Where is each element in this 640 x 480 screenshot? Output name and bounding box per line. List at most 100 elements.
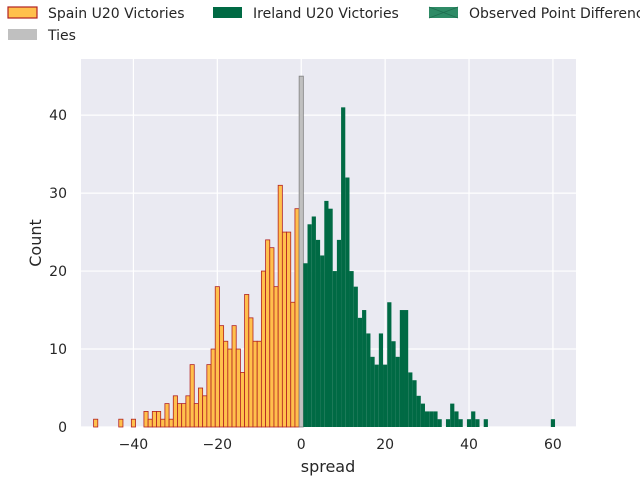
x-tick-label: 40 — [460, 437, 478, 453]
bar-ireland — [475, 419, 480, 427]
bar-spain — [198, 387, 204, 428]
y-tick-label: 20 — [49, 264, 67, 280]
legend-label-observed: Observed Point Difference — [469, 6, 640, 22]
bar-spain — [177, 403, 183, 428]
bar-ireland — [404, 310, 409, 427]
bar-spain — [172, 395, 178, 428]
bar-ireland — [550, 419, 556, 427]
x-tick-label: −40 — [119, 437, 149, 453]
bar-ireland — [378, 333, 384, 427]
bar-spain — [130, 418, 136, 428]
bar-spain — [193, 403, 199, 428]
bar-ireland — [433, 411, 438, 427]
bar-ireland — [437, 419, 442, 427]
bar-spain — [286, 231, 292, 428]
y-tick-label: 0 — [58, 420, 67, 436]
bar-spain — [164, 403, 170, 428]
x-tick-label: 0 — [297, 437, 306, 453]
x-axis-ticks: −40 −20 0 20 40 60 — [119, 437, 562, 453]
bar-ireland — [353, 286, 358, 427]
bar-ireland — [483, 419, 488, 427]
bar-ireland — [332, 271, 337, 427]
bar-ireland — [315, 239, 321, 427]
bar-spain — [143, 411, 149, 428]
bar-spain — [240, 372, 246, 428]
bar-ireland — [471, 411, 476, 427]
bar-spain — [181, 403, 187, 428]
bar-ireland — [395, 356, 400, 427]
bar-spain — [156, 411, 162, 428]
bar-ireland — [311, 216, 316, 427]
bar-spain — [260, 270, 266, 428]
bar-ireland — [357, 317, 363, 427]
bar-ireland — [374, 364, 379, 427]
bar-ireland — [416, 395, 421, 427]
bar-ireland — [336, 239, 342, 427]
bar-ireland — [391, 341, 396, 427]
legend-label-ireland: Ireland U20 Victories — [253, 6, 399, 22]
bar-spain — [256, 340, 262, 428]
bar-spain — [281, 231, 287, 428]
bar-ireland — [307, 224, 312, 427]
legend-swatch-ireland — [213, 7, 242, 18]
y-tick-label: 40 — [49, 108, 67, 124]
bar-ireland — [341, 107, 346, 427]
bar-ireland — [349, 271, 354, 427]
bar-spain — [227, 348, 233, 428]
bar-spain — [265, 239, 271, 428]
bar-spain — [202, 395, 208, 428]
bar-spain — [147, 418, 153, 428]
bar-spain — [93, 418, 99, 428]
bar-ireland — [458, 419, 463, 427]
bar-spain — [151, 411, 157, 428]
bar-spain — [277, 184, 283, 428]
bar-ireland — [328, 208, 333, 427]
bar-ireland — [345, 177, 350, 427]
bars-group — [93, 75, 556, 428]
legend: Spain U20 Victories Ireland U20 Victories… — [7, 6, 640, 44]
bar-spain — [231, 325, 237, 428]
bar-ireland — [324, 200, 329, 427]
bar-spain — [269, 247, 275, 428]
bar-spain — [118, 418, 124, 428]
bar-spain — [244, 294, 250, 428]
bar-spain — [189, 364, 195, 428]
y-tick-label: 10 — [49, 342, 67, 358]
y-axis-label: Count — [26, 219, 45, 267]
bar-ireland — [450, 403, 455, 427]
bar-ireland — [320, 255, 325, 427]
bar-spain — [273, 286, 279, 428]
bar-ireland — [412, 380, 417, 427]
legend-swatch-ties — [8, 29, 37, 40]
x-tick-label: −20 — [203, 437, 233, 453]
x-tick-label: 60 — [544, 437, 562, 453]
bar-spain — [219, 325, 225, 428]
bar-ireland — [466, 419, 472, 427]
legend-hatch-icon — [428, 6, 459, 19]
bar-spain — [235, 348, 241, 428]
bar-spain — [210, 348, 216, 428]
bar-ireland — [362, 310, 367, 427]
x-tick-label: 20 — [376, 437, 394, 453]
bar-spain — [290, 301, 296, 428]
y-tick-label: 30 — [49, 186, 67, 202]
x-axis-label: spread — [301, 457, 356, 476]
bar-ireland — [399, 310, 405, 427]
bar-ireland — [383, 364, 388, 427]
bar-spain — [206, 364, 212, 428]
bar-ireland — [454, 411, 459, 427]
bar-ireland — [366, 333, 371, 427]
bar-spain — [252, 340, 258, 428]
bar-spain — [214, 286, 220, 428]
bar-spain — [185, 395, 191, 428]
bar-ireland — [420, 403, 425, 427]
y-axis-ticks: 0 10 20 30 40 — [49, 108, 67, 436]
bar-ireland — [303, 263, 308, 427]
bar-ireland — [445, 419, 451, 427]
bar-ireland — [429, 411, 434, 427]
bar-ireland — [408, 372, 413, 427]
bar-spain — [168, 418, 174, 428]
bar-ireland — [387, 302, 392, 427]
bar-spain — [248, 317, 254, 428]
